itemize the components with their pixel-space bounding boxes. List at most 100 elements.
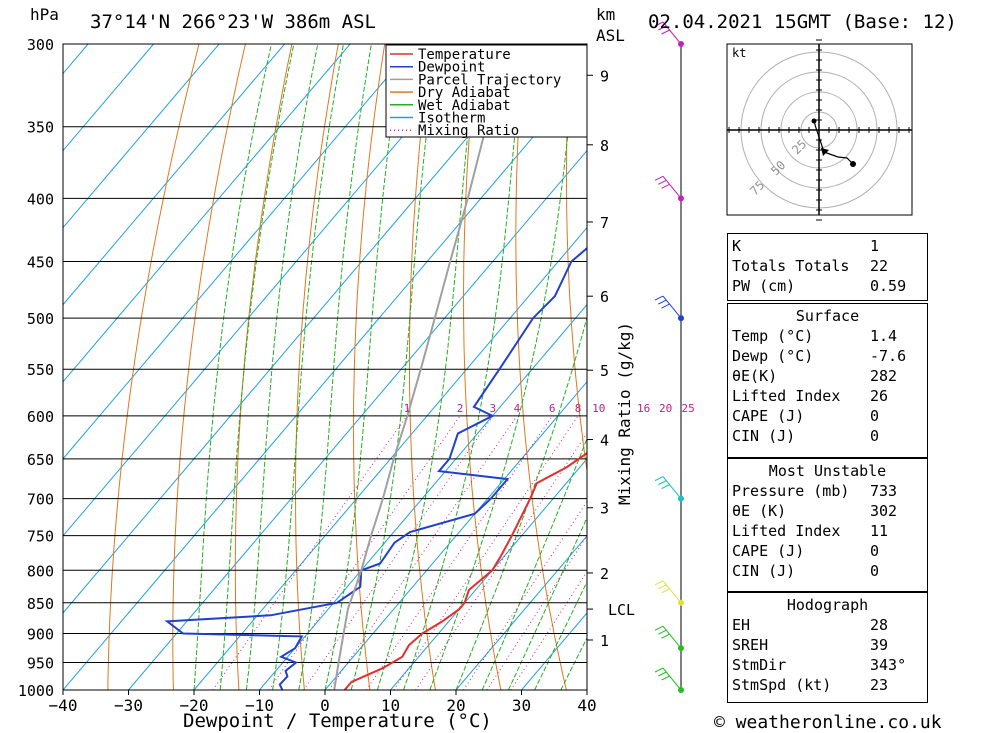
dry-adiabat-line: [107, 44, 200, 690]
wet-adiabat-line: [298, 44, 372, 690]
legend-entry: Parcel Trajectory: [418, 72, 561, 88]
index-row: Lifted Index 26: [728, 386, 927, 406]
height-tick-label: 2: [600, 565, 609, 583]
wet-adiabat-line: [324, 44, 403, 690]
wind-barb: [654, 667, 682, 691]
wet-adiabat-line: [193, 44, 272, 690]
index-row: StmDir 343°: [728, 655, 927, 675]
height-tick-label: 1: [600, 632, 609, 650]
mixing-ratio-label: 3: [490, 402, 497, 415]
dry-adiabat-line: [942, 44, 1000, 690]
legend-box: [385, 44, 588, 138]
index-label: CAPE (J): [732, 407, 805, 425]
wind-barb: [654, 625, 682, 649]
legend-entry: Dewpoint: [418, 60, 485, 76]
wet-adiabat-line: [350, 44, 438, 690]
index-label: Lifted Index: [732, 387, 841, 405]
index-label: Dewp (°C): [732, 347, 814, 365]
index-row: SREH 39: [728, 635, 927, 655]
mixing-ratio-label: 25: [682, 402, 695, 415]
index-label: CAPE (J): [732, 542, 805, 560]
hpa-label: hPa: [30, 5, 59, 24]
km-label: km: [596, 5, 615, 24]
mixing-ratio-line: [268, 415, 461, 690]
axis-labels: 3003504004505005506006507007508008509009…: [18, 36, 695, 715]
isotherm-line: [455, 535, 587, 690]
index-label: CIN (J): [732, 427, 796, 445]
index-table-surface: Surface Temp (°C) 1.4 Dewp (°C) -7.6 θE(K) 28…: [728, 306, 927, 446]
index-value: 0: [870, 562, 880, 580]
pressure-tick-label: 700: [27, 491, 54, 509]
legend-entry: Wet Adiabat: [418, 98, 511, 114]
dry-adiabat-line: [353, 44, 386, 690]
wet-adiabat-line: [429, 44, 578, 690]
index-row: CIN (J) 0: [728, 561, 927, 581]
index-value: 28: [870, 616, 889, 634]
index-value: 22: [870, 257, 889, 275]
index-table-most-unstable: Most Unstable Pressure (mb) 733 θE (K) 302 L…: [728, 461, 927, 581]
wind-profile: [654, 21, 684, 693]
dewpoint-line: [164, 246, 587, 690]
index-label: EH: [732, 616, 751, 634]
temperature-tick-label: −30: [114, 696, 143, 715]
isotherm-line: [63, 44, 154, 152]
pressure-tick-label: 650: [27, 451, 54, 469]
pressure-tick-label: 350: [27, 119, 54, 137]
wind-barb: [654, 295, 682, 319]
index-label: StmSpd (kt): [732, 676, 832, 694]
mixing-ratio-label: 1: [404, 402, 411, 415]
index-value: 733: [870, 482, 898, 500]
index-value: 302: [870, 502, 898, 520]
wet-adiabat-line: [534, 580, 587, 690]
index-row: CAPE (J) 0: [728, 406, 927, 426]
mixing-ratio-axis-title: Mixing Ratio (g/kg): [615, 322, 634, 505]
hodograph-title: Hodograph: [786, 596, 869, 614]
index-box-surface: Surface Temp (°C) 1.4 Dewp (°C) -7.6 θE(K) 28…: [727, 303, 928, 458]
isotherm-line: [0, 44, 23, 690]
mixing-ratio-line: [303, 415, 494, 690]
index-table-hodograph: Hodograph EH 28 SREH 39 StmDir 343° StmSpd (kt…: [728, 595, 927, 695]
wind-barb: [654, 476, 682, 499]
location-title: 37°14'N 266°23'W 386m ASL: [90, 11, 376, 33]
mixing-ratio-label: 4: [514, 402, 521, 415]
index-value: 23: [870, 676, 889, 694]
mixing-ratio-label: 6: [549, 402, 556, 415]
pressure-tick-label: 750: [27, 528, 54, 546]
pressure-tick-label: 950: [27, 654, 54, 672]
isotherm-line: [63, 44, 482, 537]
temperature-tick-label: 0: [320, 696, 330, 715]
pressure-tick-label: 850: [27, 595, 54, 613]
index-box-hodograph: Hodograph EH 28 SREH 39 StmDir 343° StmSpd (kt…: [727, 592, 928, 703]
temperature-line: [343, 451, 587, 690]
pressure-tick-label: 800: [27, 562, 54, 580]
wind-barb: [654, 580, 682, 604]
pressure-tick-label: 450: [27, 254, 54, 272]
index-label: Totals Totals: [732, 257, 850, 275]
index-value: 343°: [870, 656, 907, 674]
wet-adiabat-line: [507, 516, 587, 690]
legend-entry: Isotherm: [418, 111, 485, 127]
index-value: 0: [870, 407, 880, 425]
height-tick-label: 4: [600, 432, 609, 450]
mixing-ratio-label: 16: [637, 402, 650, 415]
index-row: CIN (J) 0: [728, 426, 927, 446]
hodograph-start-dot: [811, 118, 817, 124]
dry-adiabat-line: [988, 44, 1000, 690]
most-unstable-title: Most Unstable: [768, 462, 887, 480]
index-label: SREH: [732, 636, 769, 654]
pressure-tick-label: 550: [27, 361, 54, 379]
mixing-ratio-line: [486, 534, 587, 690]
surface-title: Surface: [795, 307, 860, 325]
index-row: CAPE (J) 0: [728, 541, 927, 561]
wind-barb: [654, 175, 682, 199]
wind-barb: [654, 21, 682, 45]
index-row: Temp (°C) 1.4: [728, 326, 927, 346]
copyright: © weatheronline.co.uk: [714, 712, 942, 733]
mixing-ratio-line: [463, 500, 587, 690]
index-value: 282: [870, 367, 898, 385]
dry-adiabat-line: [234, 44, 293, 690]
mixing-ratio-line: [393, 415, 579, 690]
series-layer: [164, 44, 587, 690]
